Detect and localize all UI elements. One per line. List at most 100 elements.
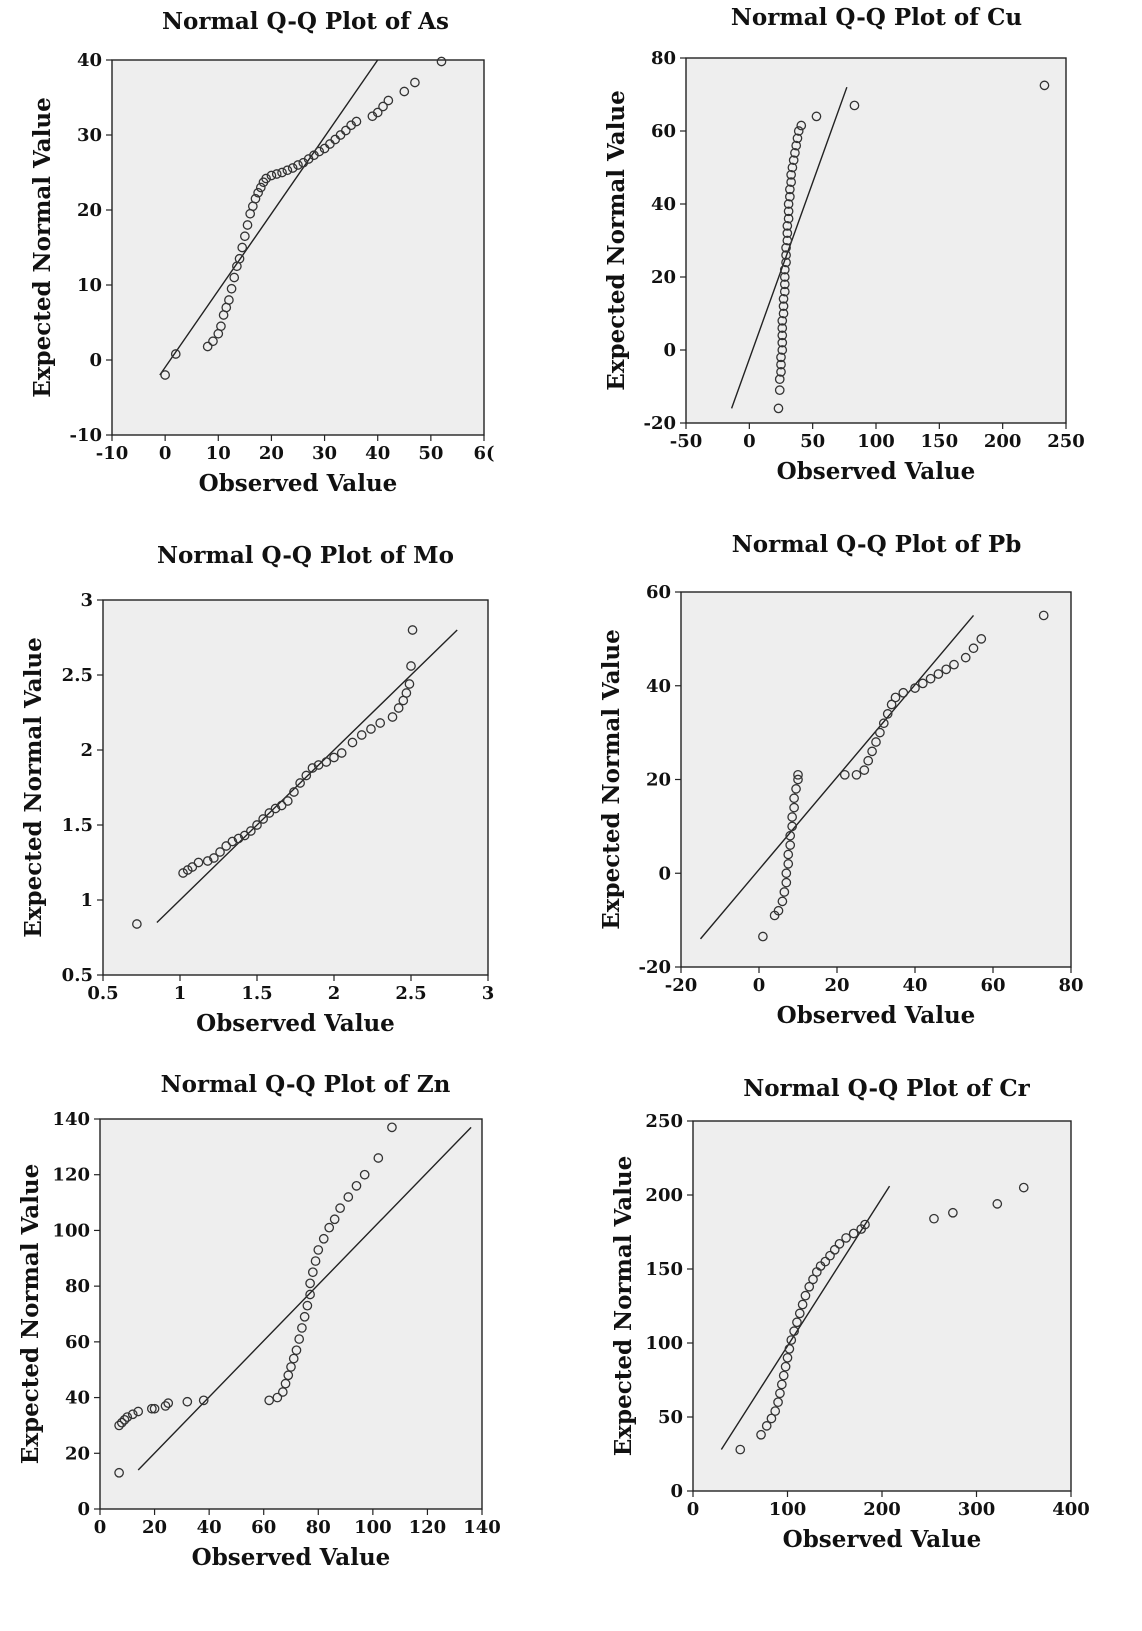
data-point xyxy=(383,95,394,106)
data-point xyxy=(782,235,793,246)
data-point xyxy=(786,177,796,187)
y-tick-label: 80 xyxy=(651,48,676,69)
y-tick-label: 10 xyxy=(77,275,102,296)
data-point xyxy=(811,111,822,122)
data-point xyxy=(910,683,920,693)
data-point xyxy=(925,673,936,684)
data-point xyxy=(170,349,181,359)
data-point xyxy=(781,877,792,888)
y-tick-label: 100 xyxy=(645,1333,683,1354)
data-point xyxy=(216,321,226,332)
y-tick-label: 1 xyxy=(80,890,93,911)
y-tick-label: 3 xyxy=(80,590,93,611)
qq-plot-pb: Normal Q-Q Plot of Pb -20 0 20 40 60 80 -20 0 20… xyxy=(571,531,1142,1070)
data-point xyxy=(229,272,240,283)
data-point xyxy=(351,116,362,127)
data-point xyxy=(781,257,791,268)
data-point xyxy=(406,661,416,671)
y-tick-label: 20 xyxy=(77,200,102,221)
data-point xyxy=(871,737,881,747)
data-point xyxy=(793,769,803,780)
data-point xyxy=(779,264,790,275)
y-tick-label: 1.5 xyxy=(62,815,93,836)
x-tick-label: 0 xyxy=(159,443,172,464)
y-tick-label: -20 xyxy=(643,413,676,434)
plot-frame xyxy=(685,57,1067,424)
x-tick-label: -50 xyxy=(670,431,703,452)
y-tick-label: 150 xyxy=(645,1259,683,1280)
data-point xyxy=(758,931,768,942)
data-point xyxy=(783,859,794,869)
y-tick-label: 0 xyxy=(658,863,671,884)
data-point xyxy=(789,793,799,804)
y-tick-label: 40 xyxy=(646,676,671,697)
data-point xyxy=(366,724,376,734)
x-tick-label: 100 xyxy=(857,431,895,452)
data-point xyxy=(198,1395,209,1406)
y-tick-label: 140 xyxy=(52,1109,90,1130)
data-point xyxy=(773,403,784,414)
data-point xyxy=(787,821,797,832)
plot-frame xyxy=(111,59,485,436)
qq-plot-cu: Normal Q-Q Plot of Cu -50 0 50 100 150 200 250… xyxy=(571,0,1142,510)
data-point xyxy=(793,774,803,785)
data-point xyxy=(1039,80,1050,91)
x-tick-label: 80 xyxy=(1058,975,1083,996)
data-point xyxy=(307,763,318,773)
x-tick-label: 3 xyxy=(482,983,495,1004)
data-point xyxy=(834,1238,845,1249)
data-point xyxy=(976,634,987,644)
data-point xyxy=(264,808,275,818)
data-point xyxy=(791,140,802,151)
data-point xyxy=(766,1413,777,1424)
data-point xyxy=(329,752,339,763)
data-point xyxy=(227,836,238,847)
chart-title: Normal Q-Q Plot of Cr xyxy=(743,1075,1030,1102)
data-point xyxy=(436,56,447,67)
data-point xyxy=(773,905,784,916)
data-point xyxy=(778,1370,789,1381)
data-point xyxy=(777,896,788,907)
data-point xyxy=(280,1378,291,1389)
x-axis-label: Observed Value xyxy=(777,458,976,485)
data-point xyxy=(776,367,786,377)
x-tick-label: 60 xyxy=(251,1517,276,1538)
y-tick-label: 60 xyxy=(65,1332,90,1353)
y-tick-label: 40 xyxy=(651,194,676,215)
data-point xyxy=(756,1429,766,1440)
qq-plot-mo: Normal Q-Q Plot of Mo 0.5 1 1.5 2 2.5 3 0.5 1 1.… xyxy=(0,540,571,1075)
data-point xyxy=(160,1401,171,1411)
data-point xyxy=(851,769,862,780)
chart-title: Normal Q-Q Plot of Pb xyxy=(731,531,1022,558)
data-point xyxy=(295,778,305,788)
data-point xyxy=(240,231,250,242)
data-point xyxy=(860,1219,870,1230)
y-tick-label: 30 xyxy=(77,125,102,146)
data-point xyxy=(255,182,266,193)
y-tick-label: 0 xyxy=(663,340,676,361)
data-point xyxy=(242,220,253,230)
data-point xyxy=(277,1387,288,1397)
data-point xyxy=(266,170,277,181)
data-point xyxy=(314,146,325,157)
data-point xyxy=(848,1228,859,1239)
x-tick-label: 40 xyxy=(902,975,927,996)
data-point xyxy=(393,703,404,713)
x-tick-label: 2 xyxy=(328,983,341,1004)
chart-title: Normal Q-Q Plot of Cu xyxy=(730,4,1023,31)
y-tick-label: 20 xyxy=(646,770,671,791)
data-point xyxy=(399,86,410,97)
x-tick-label: 250 xyxy=(1047,431,1085,452)
plot-area: 0.5 1 1.5 2 2.5 3 0.5 1 1.5 2 2.5 3 Observed Value Ex… xyxy=(20,590,495,1037)
data-point xyxy=(779,887,790,897)
x-tick-label: 50 xyxy=(800,431,825,452)
data-point xyxy=(917,678,928,689)
y-tick-label: 2 xyxy=(80,740,93,761)
data-point xyxy=(841,1233,851,1243)
data-point xyxy=(305,1289,315,1300)
data-point xyxy=(114,1467,124,1478)
data-point xyxy=(890,692,901,703)
data-point xyxy=(193,857,204,868)
reference-line xyxy=(699,614,975,940)
x-tick-label: 0 xyxy=(687,1499,700,1520)
